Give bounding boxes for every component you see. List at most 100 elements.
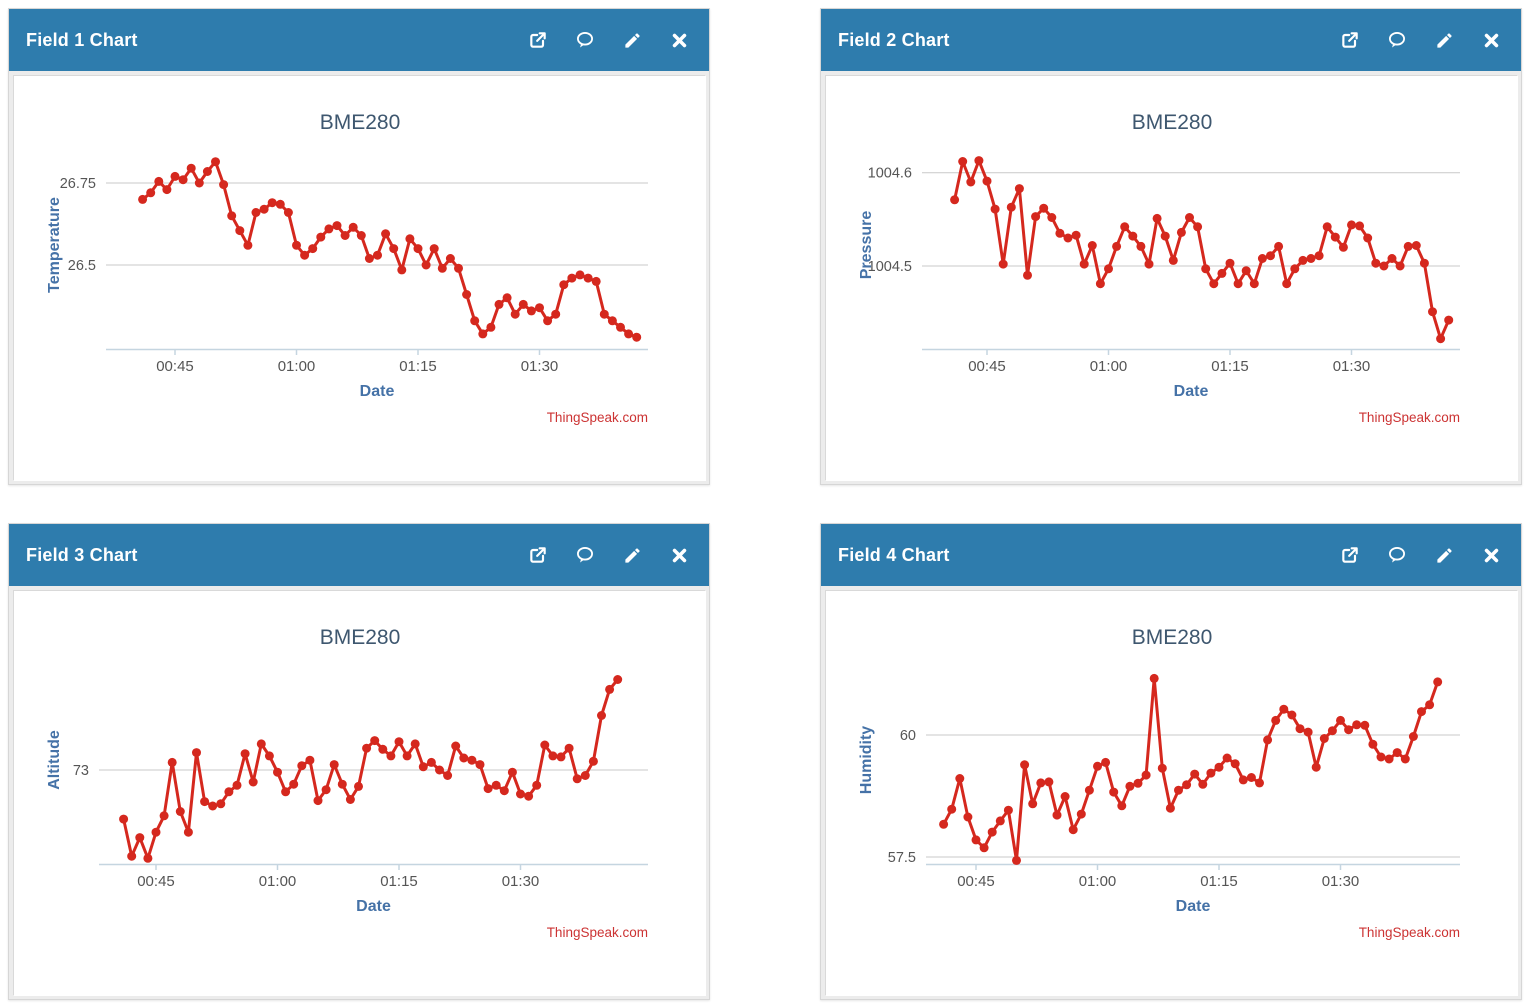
x-axis-title: Date [360, 383, 395, 400]
external-link-button[interactable] [528, 545, 548, 565]
chart-title: BME280 [1132, 111, 1213, 134]
external-link-button[interactable] [1340, 545, 1360, 565]
credits-link[interactable]: ThingSpeak.com [547, 925, 648, 940]
x-tick-label: 01:30 [502, 873, 540, 890]
series-point [200, 797, 210, 807]
x-tick-label: 01:15 [380, 873, 418, 890]
series-point [1095, 279, 1105, 289]
series-point [405, 234, 415, 244]
x-tick-label: 01:00 [278, 358, 316, 375]
comment-button[interactable] [1387, 545, 1407, 565]
series-point [1249, 279, 1259, 289]
series-point [1028, 799, 1038, 809]
header-actions [1340, 545, 1501, 565]
data-series [119, 675, 623, 863]
series-point [332, 221, 342, 231]
series-point [1271, 715, 1281, 725]
series-point [211, 157, 220, 167]
series-point [151, 827, 161, 837]
series-point [1387, 254, 1397, 263]
close-icon [1484, 33, 1498, 47]
comment-button[interactable] [575, 545, 595, 565]
series-point [1128, 231, 1138, 241]
series-point [998, 259, 1008, 269]
series-point [1044, 777, 1054, 787]
series-point [135, 833, 145, 843]
series-point [979, 843, 989, 853]
series-point [224, 787, 234, 797]
series-point [235, 226, 245, 236]
series-point [1303, 727, 1313, 737]
chart-title: BME280 [320, 626, 401, 649]
edit-button[interactable] [1434, 545, 1454, 565]
external-link-button[interactable] [528, 30, 548, 50]
data-series [950, 156, 1454, 344]
series-point [1165, 803, 1175, 813]
credits-link[interactable]: ThingSpeak.com [547, 410, 648, 425]
series-point [535, 303, 544, 313]
data-series [138, 157, 642, 342]
series-point [1174, 785, 1183, 795]
y-axis-title: Temperature [46, 197, 63, 293]
series-point [1112, 241, 1122, 251]
series-point [955, 774, 965, 783]
series-point [321, 785, 331, 795]
chart-area-field1: BME280 26.75 26.5 00:45 01:00 01:15 01:30 Tempe… [13, 75, 706, 481]
series-point [356, 231, 366, 240]
series-point [475, 760, 485, 770]
edit-button[interactable] [622, 545, 642, 565]
series-point [232, 780, 242, 790]
series-point [208, 801, 218, 811]
x-tick-label: 00:45 [156, 358, 194, 375]
credits-link[interactable]: ThingSpeak.com [1359, 925, 1460, 940]
series-point [329, 760, 339, 770]
series-point [443, 771, 453, 780]
series-point [974, 156, 984, 166]
series-point [273, 767, 282, 777]
series-point [510, 309, 520, 319]
panel-header-field2: Field 2 Chart [821, 9, 1521, 71]
series-point [1392, 748, 1402, 758]
credits-link[interactable]: ThingSpeak.com [1359, 410, 1460, 425]
series-point [397, 265, 407, 275]
series-point [1368, 739, 1378, 749]
series-point [308, 244, 318, 254]
close-button[interactable] [1481, 545, 1501, 565]
series-point [524, 791, 534, 801]
series-point [337, 779, 347, 789]
edit-button[interactable] [622, 30, 642, 50]
series-point [324, 224, 334, 234]
series-point [1109, 787, 1119, 797]
series-point [516, 789, 525, 799]
series-point [437, 263, 447, 273]
x-tick-label: 01:15 [1200, 873, 1238, 890]
series-point [1020, 760, 1030, 770]
x-axis-title: Date [356, 898, 391, 915]
series-point [1246, 773, 1256, 782]
comment-button[interactable] [1387, 30, 1407, 50]
series-point [1311, 762, 1321, 772]
series-point [502, 293, 512, 303]
header-actions [528, 30, 689, 50]
comment-button[interactable] [575, 30, 595, 50]
close-button[interactable] [669, 30, 689, 50]
series-point [470, 316, 480, 326]
series-point [1190, 769, 1200, 779]
x-tick-label: 01:00 [259, 873, 297, 890]
series-point [1023, 270, 1032, 280]
close-button[interactable] [1481, 30, 1501, 50]
x-tick-label: 01:30 [1322, 873, 1360, 890]
external-link-button[interactable] [1340, 30, 1360, 50]
chart-canvas-temperature: BME280 26.75 26.5 00:45 01:00 01:15 01:30 Tempe… [14, 76, 706, 481]
edit-button[interactable] [1434, 30, 1454, 50]
series-point [1436, 334, 1446, 344]
external-link-icon [530, 547, 546, 563]
header-actions [1340, 30, 1501, 50]
series-point [1176, 227, 1186, 237]
series-point [1217, 268, 1227, 278]
series-point [1185, 213, 1194, 222]
close-button[interactable] [669, 545, 689, 565]
x-tick-label: 01:30 [521, 358, 559, 375]
x-tick-label: 01:15 [1211, 358, 1249, 375]
series-point [1411, 241, 1421, 250]
